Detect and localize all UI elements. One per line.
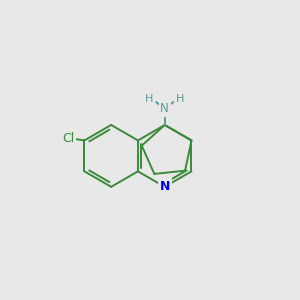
Text: N: N: [160, 102, 169, 115]
Text: Cl: Cl: [62, 133, 74, 146]
Text: H: H: [176, 94, 184, 104]
Text: N: N: [160, 180, 170, 193]
Text: H: H: [145, 94, 153, 104]
